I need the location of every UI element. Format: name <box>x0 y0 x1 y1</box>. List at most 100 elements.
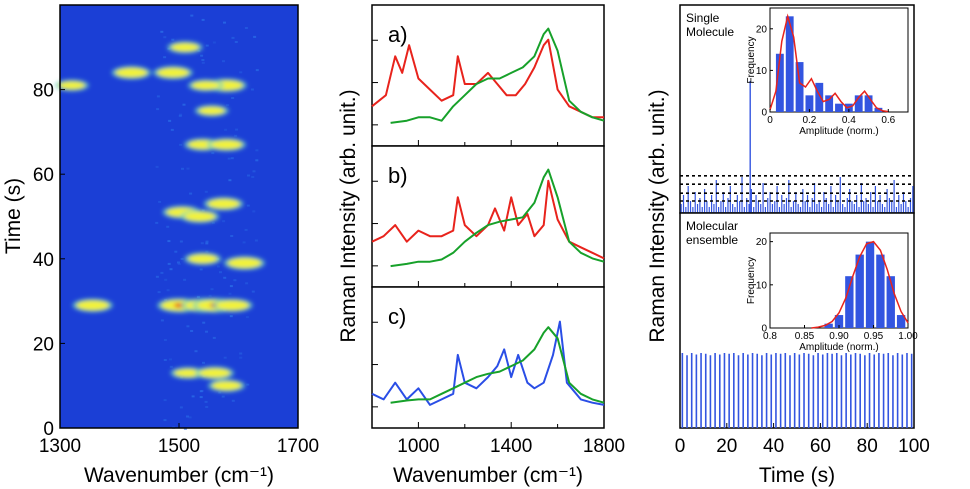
heatmap-noise-speck <box>202 321 206 324</box>
heatmap-noise-speck <box>163 36 167 39</box>
heatmap-noise-speck <box>183 428 187 430</box>
spectra-panel: a) b) c) 1000 1400 1800 Wavenumber (cm⁻¹) Ra… <box>337 4 625 487</box>
histogram-bar <box>834 315 844 328</box>
heatmap-spot <box>76 300 110 311</box>
heatmap-noise-speck <box>245 316 249 319</box>
heatmap-x-axis: 1300 1500 1700 <box>39 423 319 457</box>
heatmap-noise-speck <box>160 319 164 322</box>
spectrum-line-single <box>371 38 604 119</box>
heatmap-noise-speck <box>255 69 259 72</box>
heatmap-noise-speck <box>156 95 160 98</box>
heatmap-noise-speck <box>202 361 205 364</box>
trace-x-tick-label: 100 <box>898 436 930 457</box>
spectrum-x-tick-label: 1400 <box>490 436 532 457</box>
heatmap-noise-speck <box>179 240 183 243</box>
heatmap-spot <box>207 198 240 209</box>
heatmap-noise-speck <box>251 176 255 178</box>
heatmap-spot <box>216 300 249 311</box>
heatmap-noise-speck <box>226 104 230 107</box>
heatmap-noise-speck <box>254 239 258 242</box>
heatmap-noise-speck <box>170 128 174 131</box>
trace-label-line: Single <box>686 11 720 25</box>
trace-x-tick-label: 40 <box>763 436 784 457</box>
histogram-bar <box>896 315 906 328</box>
heatmap-noise-speck <box>205 250 209 253</box>
heatmap-noise-speck <box>199 268 203 271</box>
heatmap-noise-speck <box>250 88 254 91</box>
histogram-fit-curve <box>811 240 909 329</box>
heatmap-noise-speck <box>205 330 208 333</box>
heatmap-noise-speck <box>189 192 193 195</box>
heatmap-noise-speck <box>228 292 232 295</box>
heatmap-noise-speck <box>186 325 190 328</box>
heatmap-noise-speck <box>229 285 233 288</box>
heatmap-y-tick-label: 0 <box>43 419 54 440</box>
heatmap-noise-speck <box>190 14 194 17</box>
heatmap-spot <box>157 67 190 78</box>
heatmap-noise-speck <box>230 235 234 237</box>
spectrum-line-single <box>371 179 605 260</box>
heatmap-noise-speck <box>230 157 234 160</box>
heatmap-noise-speck <box>227 157 231 160</box>
heatmap-y-tick-label: 20 <box>33 334 54 355</box>
heatmap-noise-speck <box>223 356 227 359</box>
heatmap-spot <box>188 254 218 264</box>
inset-x-tick-label: 0.8 <box>763 331 777 342</box>
spectrum-subpanel-b: b) <box>371 145 605 288</box>
heatmap-noise-speck <box>169 365 173 368</box>
heatmap-noise-speck <box>186 167 190 170</box>
heatmap-noise-speck <box>205 406 209 408</box>
heatmap-noise-speck <box>190 330 194 332</box>
heatmap-noise-speck <box>221 395 225 398</box>
histogram-bar <box>864 95 873 112</box>
trace-label: Single Molecule <box>686 11 734 39</box>
heatmap-noise-speck <box>234 134 238 137</box>
heatmap-noise-speck <box>246 383 250 386</box>
histogram-bar <box>865 241 875 328</box>
histogram-bar <box>874 107 883 112</box>
time-trace-y-title: Raman Intensity (arb. unit.) <box>646 89 669 342</box>
histogram-bar <box>886 276 895 328</box>
inset-y-tick-label: 0 <box>761 108 767 119</box>
heatmap-noise-speck <box>182 103 186 106</box>
heatmap-noise-speck <box>231 97 235 99</box>
inset-y-title: Frequency <box>746 257 757 304</box>
heatmap-noise-speck <box>179 113 183 116</box>
inset-y-title: Frequency <box>746 36 757 83</box>
heatmap-noise-speck <box>167 262 171 265</box>
spectra-y-title: Raman Intensity (arb. unit.) <box>337 89 360 342</box>
histogram-fit-curve <box>769 13 889 113</box>
spectra-x-axis: 1000 1400 1800 <box>397 436 625 457</box>
heatmap-spot <box>198 106 225 115</box>
ensemble-subpanel: Molecular ensemble 0 10 20 0.8 0.85 0.90 0.95 1.0… <box>679 212 918 429</box>
heatmap-noise-speck <box>171 38 175 41</box>
heatmap-spot <box>211 139 243 150</box>
spectrum-panel-label: b) <box>388 163 408 188</box>
heatmap-noise-speck <box>169 268 173 271</box>
heatmap-spot <box>191 81 220 90</box>
heatmap-x-tick-label: 1500 <box>158 436 200 457</box>
spectra-x-title: Wavenumber (cm⁻¹) <box>393 464 583 487</box>
heatmap-noise-speck <box>201 18 205 21</box>
spectrum-line-ensemble <box>390 27 605 124</box>
heatmap-noise-speck <box>179 406 183 409</box>
heatmap-noise-speck <box>188 416 192 419</box>
spectrum-frame <box>371 286 605 429</box>
heatmap-noise-speck <box>155 275 159 278</box>
heatmap-panel: 1300 1500 1700 0 20 40 60 80 Wavenumber (cm⁻¹)… <box>2 4 319 487</box>
inset-x-title: Amplitude (norm.) <box>799 342 878 353</box>
heatmap-y-axis: 0 20 40 60 80 <box>33 81 65 440</box>
histogram-bar <box>795 62 804 112</box>
heatmap-noise-speck <box>160 30 164 33</box>
histogram-bar <box>815 82 824 112</box>
heatmap-noise-speck <box>255 159 259 162</box>
heatmap-noise-speck <box>244 228 248 231</box>
inset-x-title: Amplitude (norm.) <box>799 126 878 137</box>
histogram-bar <box>845 276 854 328</box>
heatmap-noise-speck <box>174 250 178 253</box>
heatmap-noise-speck <box>163 419 167 422</box>
heatmap-x-tick-label: 1700 <box>277 436 319 457</box>
heatmap-noise-speck <box>212 41 216 44</box>
